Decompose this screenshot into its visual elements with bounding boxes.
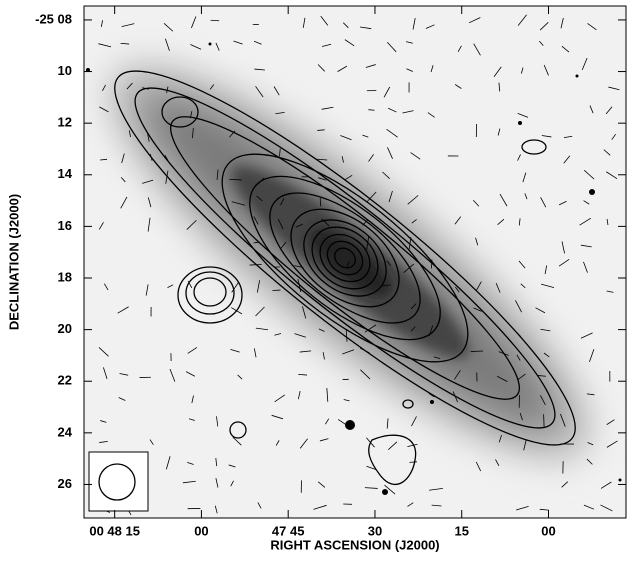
y-tick-label: -25 08 — [35, 11, 72, 26]
x-tick-label: 00 — [194, 523, 208, 538]
x-tick-label: 47 45 — [272, 523, 305, 538]
y-tick-label: 12 — [58, 115, 72, 130]
x-axis-label: RIGHT ASCENSION (J2000) — [270, 537, 439, 552]
vector — [471, 351, 483, 352]
x-tick-label: 00 — [541, 523, 555, 538]
vector — [409, 462, 416, 463]
x-tick-label: 15 — [454, 523, 468, 538]
y-tick-label: 10 — [58, 63, 72, 78]
image — [65, 6, 634, 518]
vector — [211, 20, 219, 21]
y-tick-label: 22 — [58, 373, 72, 388]
beam-box — [89, 452, 148, 511]
y-axis-label: DECLINATION (J2000) — [6, 194, 21, 330]
x-tick-label: 00 48 15 — [89, 523, 140, 538]
x-tick-label: 30 — [368, 523, 382, 538]
y-tick-label: 18 — [58, 269, 72, 284]
y-tick-label: 26 — [58, 476, 72, 491]
y-tick-label: 16 — [58, 218, 72, 233]
y-tick-label: 24 — [58, 424, 73, 439]
y-tick-label: 20 — [58, 321, 72, 336]
y-tick-label: 14 — [58, 166, 73, 181]
